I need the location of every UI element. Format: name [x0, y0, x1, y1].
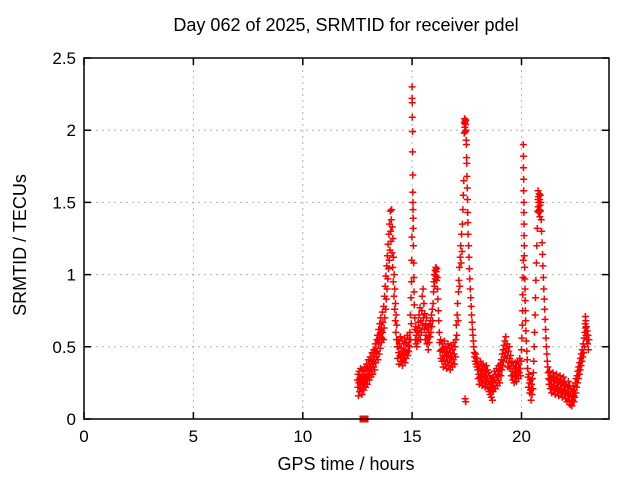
- x-tick-label: 15: [403, 427, 422, 446]
- y-tick-label: 2: [67, 121, 76, 140]
- data-points-plus-markers: [353, 83, 593, 410]
- plot-border: [83, 57, 610, 420]
- y-tick-label: 1.5: [52, 193, 76, 212]
- gridlines: [84, 58, 609, 419]
- y-tick-label: 2.5: [52, 49, 76, 68]
- axis-ticks: [83, 57, 609, 420]
- x-tick-label: 5: [189, 427, 198, 446]
- grid-path: [84, 58, 609, 419]
- chart-title: Day 062 of 2025, SRMTID for receiver pde…: [173, 15, 518, 35]
- y-axis-label: SRMTID / TECUs: [10, 174, 30, 316]
- y-tick-label: 0: [67, 410, 76, 429]
- y-tick-label: 0.5: [52, 338, 76, 357]
- tick-marks: [83, 57, 609, 420]
- data-series: [353, 83, 593, 410]
- x-tick-label: 0: [79, 427, 88, 446]
- x-axis-label: GPS time / hours: [277, 454, 414, 474]
- x-tick-label: 20: [512, 427, 531, 446]
- y-tick-label: 1: [67, 266, 76, 285]
- tick-labels: 0 5 10 15 20 0 0.5 1 1.5 2 2.5: [52, 49, 531, 446]
- x-tick-label: 10: [293, 427, 312, 446]
